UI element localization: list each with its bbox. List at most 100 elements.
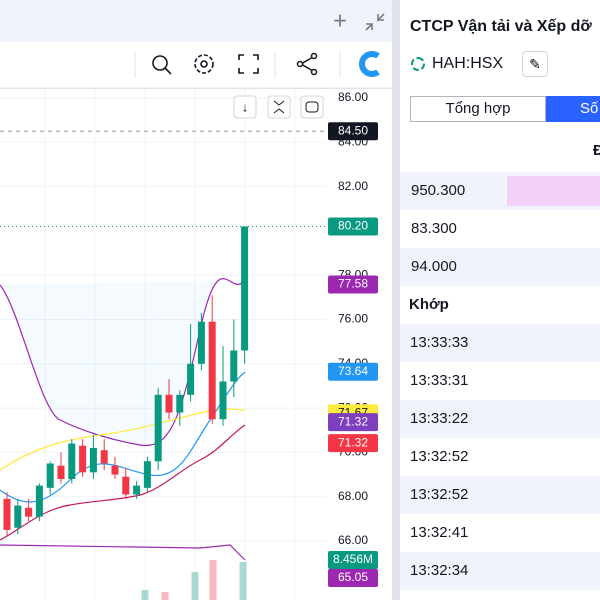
candle-body <box>133 485 141 495</box>
tab-active[interactable]: Số <box>546 96 600 122</box>
price-axis: 86.0084.0082.0080.0078.0076.0074.0072.00… <box>326 89 392 600</box>
price-tick-label: 68.00 <box>338 489 368 503</box>
volume-bar <box>239 562 247 600</box>
band-upper <box>0 278 246 447</box>
volume-highlight <box>507 176 600 206</box>
trade-time: 13:32:34 <box>410 562 469 579</box>
trade-time: 13:33:22 <box>410 410 469 427</box>
price-badge-label: 84.50 <box>338 123 368 137</box>
volume-bar <box>161 592 169 600</box>
candles <box>3 226 249 600</box>
candle-body <box>100 450 108 464</box>
scroll-button[interactable] <box>233 95 257 119</box>
candle-body <box>57 465 65 479</box>
top-bar <box>0 0 392 42</box>
company-name: CTCP Vận tải và Xếp dỡ <box>410 18 592 35</box>
scroll-icon: ↓ <box>242 99 249 114</box>
price-badge-label: 73.64 <box>338 364 368 378</box>
candle-body <box>3 498 11 530</box>
candle-body <box>219 381 227 420</box>
candle-body <box>143 461 151 488</box>
price-tick-label: 82.00 <box>338 179 368 193</box>
ticker: HAH:HSX <box>432 55 504 72</box>
candle-body <box>241 226 249 351</box>
section-title: Khớp <box>409 296 449 313</box>
row-bg <box>400 476 600 514</box>
candle-body <box>89 447 97 473</box>
section-bg <box>400 286 600 324</box>
collapse-button[interactable] <box>365 13 385 31</box>
fullscreen-button[interactable] <box>238 54 259 74</box>
row-bg <box>400 552 600 590</box>
row-bg <box>400 324 600 362</box>
price-badge-label: 71.32 <box>338 435 368 449</box>
candle-body <box>35 485 43 517</box>
candle-body <box>122 476 130 495</box>
price-badge <box>328 551 378 569</box>
share-dot <box>310 52 318 60</box>
toolbar <box>0 42 392 88</box>
status-icon <box>411 57 425 71</box>
row-bg <box>400 362 600 400</box>
candle-body <box>197 321 205 364</box>
price-badge <box>328 413 378 432</box>
price-badge-label: 77.58 <box>338 277 368 291</box>
candle-body <box>176 394 184 413</box>
candle-body <box>79 445 87 473</box>
edit-button[interactable]: ✎ <box>522 51 548 77</box>
fit-icon <box>273 100 285 114</box>
price-badge-label: 65.05 <box>338 570 368 584</box>
price-badge <box>328 122 378 141</box>
candle-body <box>46 463 54 488</box>
share-dot <box>296 60 304 68</box>
price-badge-label: 8.456M <box>333 552 373 566</box>
price-badge-label: 80.20 <box>338 219 368 233</box>
share-dot <box>310 68 318 76</box>
axis-background <box>326 89 392 600</box>
zoom-handle <box>164 67 172 75</box>
price-badge <box>328 362 378 381</box>
grid <box>0 89 326 600</box>
candle-body <box>111 465 119 475</box>
price-badge <box>328 217 378 236</box>
settings-button[interactable] <box>194 54 214 74</box>
row-bg <box>400 514 600 552</box>
price-badge <box>328 569 378 587</box>
trade-time: 13:32:41 <box>410 524 469 541</box>
row-value: 83.300 <box>411 220 457 237</box>
zoom-button[interactable] <box>152 55 168 71</box>
settings-center <box>200 60 208 68</box>
candle-body <box>154 394 162 462</box>
candle-body <box>230 350 238 382</box>
trade-time: 13:32:52 <box>410 486 469 503</box>
volume-bar <box>209 560 217 600</box>
fit-button[interactable] <box>267 95 291 119</box>
row-value: 950.300 <box>411 182 466 199</box>
volume-indicator <box>0 544 246 561</box>
price-tick-label: 76.00 <box>338 312 368 326</box>
price-tick-label: 86.00 <box>338 90 368 104</box>
price-badge <box>328 275 378 294</box>
trade-time: 13:32:52 <box>410 448 469 465</box>
trade-time: 13:33:33 <box>410 334 469 351</box>
reset-icon <box>305 101 319 113</box>
reset-button[interactable] <box>300 95 324 119</box>
row-bg <box>400 210 600 248</box>
volume-bar <box>141 590 149 600</box>
price-badge <box>328 434 378 453</box>
row-bg <box>400 438 600 476</box>
row-bg <box>400 400 600 438</box>
add-button[interactable]: + <box>333 7 347 34</box>
column-header: Đ <box>593 142 600 159</box>
candle-body <box>208 321 216 420</box>
row-value: 94.000 <box>411 258 457 275</box>
logo[interactable] <box>359 51 380 77</box>
trade-time: 13:33:31 <box>410 372 469 389</box>
volume-bar <box>191 572 199 600</box>
candle-body <box>25 507 33 517</box>
price-tick-label: 66.00 <box>338 533 368 547</box>
candle-body <box>165 394 173 413</box>
tab[interactable]: Tổng hợp <box>410 96 546 122</box>
candle-body <box>14 505 22 528</box>
